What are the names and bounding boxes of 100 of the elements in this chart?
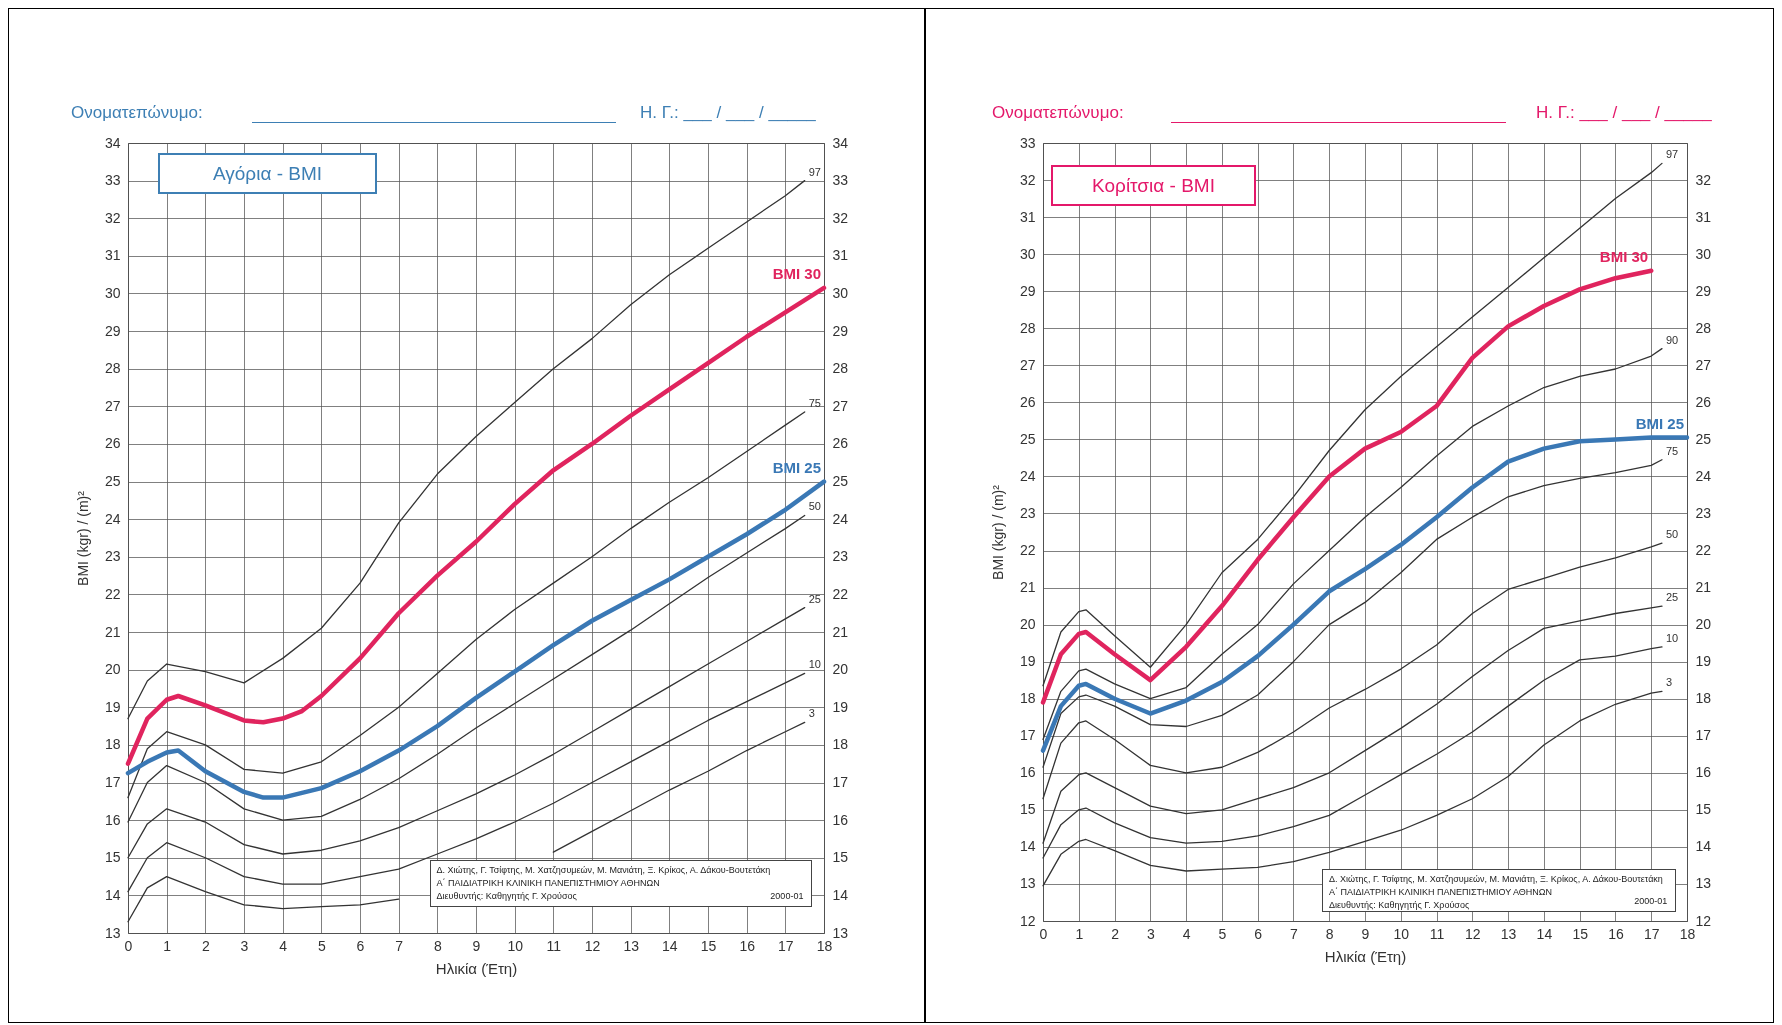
- x-tick-label: 18: [816, 937, 833, 954]
- y2-tick-label: 15: [1695, 801, 1712, 818]
- line-series: [127, 411, 806, 799]
- y-tick-label: 15: [104, 849, 121, 866]
- y2-tick-label: 24: [832, 510, 849, 527]
- y2-tick-label: 23: [832, 548, 849, 565]
- y2-tick-label: 32: [1695, 171, 1712, 188]
- y2-tick-label: 33: [832, 172, 849, 189]
- line-series: [1040, 435, 1690, 753]
- y-tick-label: 31: [104, 247, 121, 264]
- text: Ονοματεπώνυμο:: [71, 103, 203, 123]
- x-tick-label: 13: [623, 937, 640, 954]
- y-tick-label: 28: [1019, 319, 1036, 336]
- y-tick-label: 17: [104, 774, 121, 791]
- y-tick-label: 19: [1019, 653, 1036, 670]
- y-tick-label: 12: [1019, 912, 1036, 929]
- series-label: 3: [1665, 676, 1673, 689]
- annotation: Δ. Χιώτης, Γ. Τσίφτης, Μ. Χατζησυμεών, Μ. Μανιάτη, Ξ. Κρίκος, Α. Δάκου-Βουτετάκη: [1329, 873, 1664, 887]
- text: Η. Γ.: ___ / ___ / _____: [1536, 103, 1712, 123]
- y-tick-label: 29: [1019, 282, 1036, 299]
- annotation: 2000-01: [1634, 894, 1668, 908]
- y-tick-label: 26: [104, 435, 121, 452]
- y-tick-label: 17: [1019, 727, 1036, 744]
- y2-tick-label: 32: [832, 209, 849, 226]
- annotation: Δ. Χιώτης, Γ. Τσίφτης, Μ. Χατζησυμεών, Μ. Μανιάτη, Ξ. Κρίκος, Α. Δάκου-Βουτετάκη: [436, 863, 772, 877]
- y2-tick-label: 14: [1695, 838, 1712, 855]
- y2-tick-label: 29: [1695, 282, 1712, 299]
- y2-tick-label: 17: [832, 774, 849, 791]
- y2-tick-label: 25: [832, 473, 849, 490]
- y2-tick-label: 22: [1695, 542, 1712, 559]
- series-label: 75: [808, 396, 821, 409]
- y-tick-label: 32: [104, 209, 121, 226]
- y-tick-label: 21: [1019, 579, 1036, 596]
- x-tick-label: 0: [124, 937, 133, 954]
- x-tick-label: 4: [1182, 925, 1191, 942]
- y-tick-label: 18: [104, 736, 121, 753]
- y-tick-label: 30: [104, 284, 121, 301]
- y-tick-label: 26: [1019, 393, 1036, 410]
- annotation: Διευθυντής: Καθηγητής Γ. Χρούσος: [1329, 900, 1470, 911]
- x-tick-label: 18: [1679, 925, 1696, 942]
- series-label: 50: [1665, 528, 1679, 541]
- y2-tick-label: 24: [1695, 467, 1712, 484]
- line-series: [127, 672, 806, 893]
- y2-tick-label: 22: [832, 585, 849, 602]
- line-series: [1042, 605, 1663, 844]
- x-tick-label: 8: [1325, 925, 1334, 942]
- y-tick-label: 29: [104, 322, 121, 339]
- x-tick-label: 11: [546, 937, 562, 954]
- text: Η. Γ.: ___ / ___ / _____: [640, 103, 816, 123]
- y-axis-title: BMI (kgr) / (m)²: [74, 490, 91, 586]
- line-series: [1042, 646, 1663, 859]
- y2-tick-label: 31: [832, 247, 849, 264]
- y2-tick-label: 16: [1695, 764, 1712, 781]
- y-tick-label: 33: [104, 172, 121, 189]
- y2-tick-label: 19: [832, 698, 849, 715]
- y-tick-label: 25: [1019, 430, 1036, 447]
- y-tick-label: 27: [104, 397, 121, 414]
- x-axis-title: Ηλικία (Έτη): [1324, 947, 1407, 965]
- x-tick-label: 7: [395, 937, 404, 954]
- y-tick-label: 14: [1019, 838, 1036, 855]
- x-tick-label: 16: [1608, 925, 1624, 942]
- y2-tick-label: 20: [832, 661, 849, 678]
- series-label: 10: [808, 658, 821, 671]
- x-tick-label: 9: [1361, 925, 1370, 942]
- x-tick-label: 10: [507, 937, 524, 954]
- y2-tick-label: 21: [1695, 579, 1712, 596]
- y-tick-label: 14: [104, 886, 121, 903]
- x-tick-label: 17: [778, 937, 794, 954]
- x-tick-label: 5: [1218, 925, 1227, 942]
- annotation: Α΄ ΠΑΙΔΙΑΤΡΙΚΗ ΚΛΙΝΙΚΗ ΠΑΝΕΠΙΣΤΗΜΙΟΥ ΑΘΗΝΩΝ: [436, 876, 661, 890]
- line-series: [127, 514, 806, 823]
- x-tick-label: 8: [433, 937, 442, 954]
- series-label: 90: [1665, 333, 1679, 346]
- y2-tick-label: 14: [832, 886, 849, 903]
- y-tick-label: 28: [104, 360, 121, 377]
- y-tick-label: 24: [1019, 467, 1036, 484]
- line-series: [1042, 459, 1663, 768]
- y2-tick-label: 12: [1695, 912, 1712, 929]
- y-tick-label: 15: [1019, 801, 1036, 818]
- y-tick-label: 22: [1019, 542, 1036, 559]
- y2-tick-label: 26: [832, 435, 849, 452]
- y-tick-label: 30: [1019, 245, 1036, 262]
- y2-tick-label: 17: [1695, 727, 1712, 744]
- x-tick-label: 16: [739, 937, 756, 954]
- y-tick-label: 32: [1019, 171, 1036, 188]
- line-series: [1042, 162, 1663, 687]
- y-axis-title: BMI (kgr) / (m)²: [989, 484, 1006, 580]
- x-axis-title: Ηλικία (Έτη): [435, 959, 518, 977]
- y2-tick-label: 20: [1695, 616, 1712, 633]
- x-tick-label: 1: [1075, 925, 1084, 942]
- series-label: 75: [1665, 444, 1679, 457]
- y2-tick-label: 34: [832, 134, 849, 151]
- line-series: [1042, 347, 1663, 741]
- y2-tick-label: 31: [1695, 208, 1712, 225]
- x-tick-label: 17: [1643, 925, 1660, 942]
- y2-tick-label: 19: [1695, 653, 1712, 670]
- y-tick-label: 16: [1019, 764, 1036, 781]
- x-tick-label: 12: [1465, 925, 1481, 942]
- y-tick-label: 23: [1019, 504, 1036, 521]
- x-tick-label: 11: [1429, 925, 1445, 942]
